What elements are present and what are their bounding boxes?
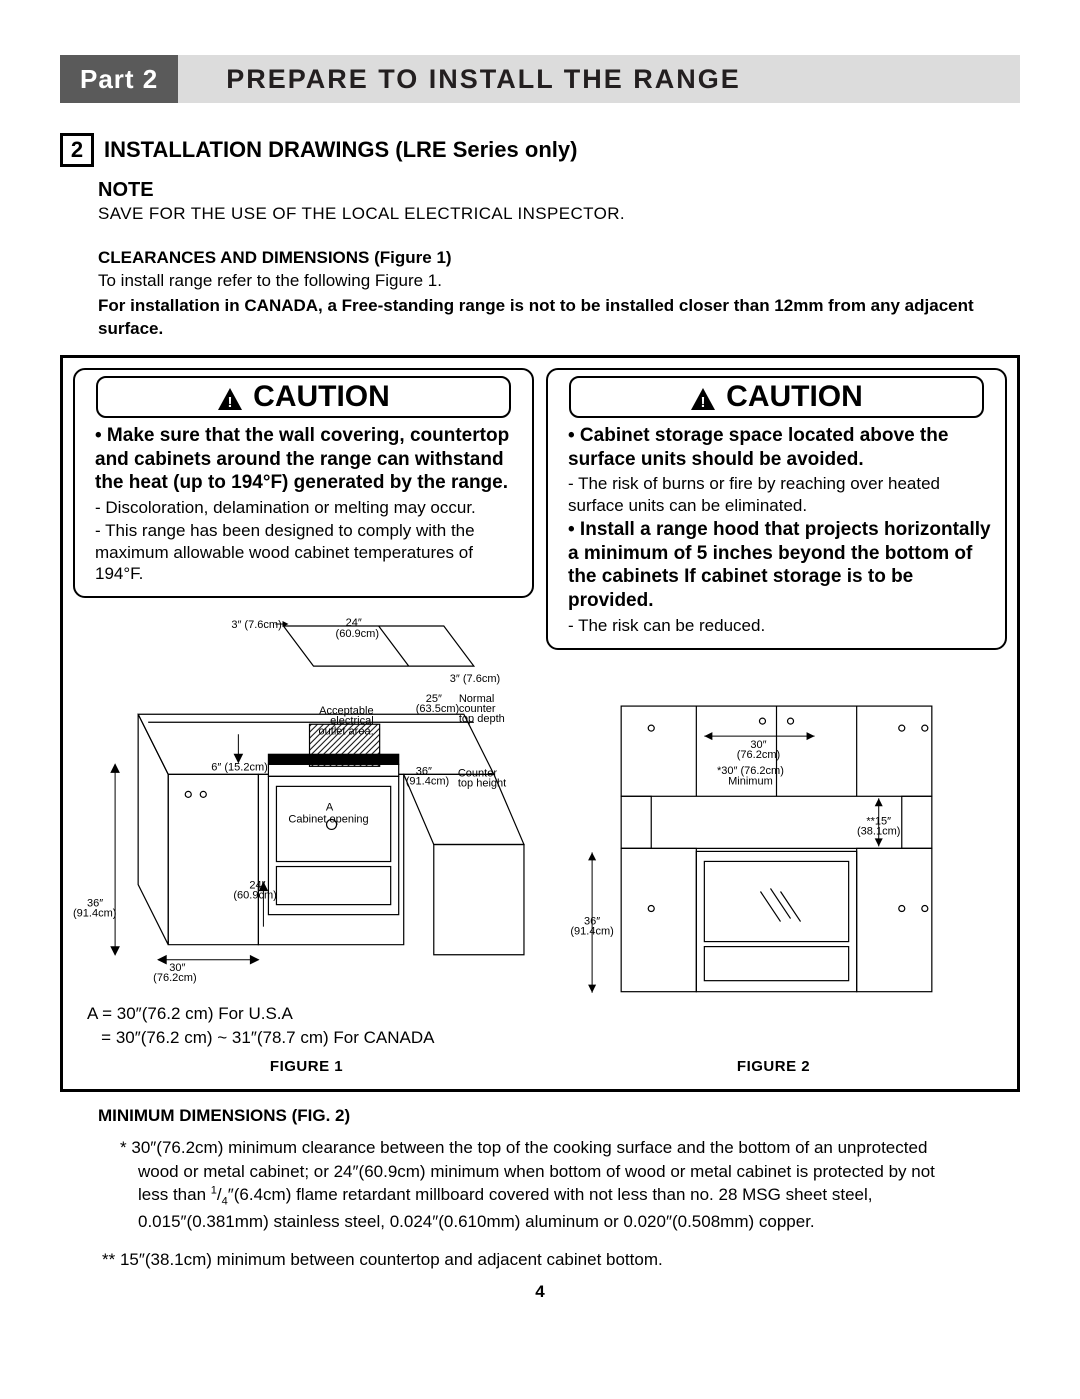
svg-text:36″(91.4cm): 36″(91.4cm) [73,898,116,920]
caution-head-text: CAUTION [253,380,390,414]
svg-text:Acceptableelectricaloutlet are: Acceptableelectricaloutlet area. [319,705,374,737]
svg-text:Countertop height: Countertop height [458,767,506,789]
note-heading: NOTE [98,179,1020,202]
fn1-text2: ″(6.4cm) flame retardant millboard cover… [138,1185,873,1231]
clearances-line2: For installation in CANADA, a Free-stand… [98,295,1020,341]
caution-bullet: • Cabinet storage space located above th… [568,424,993,472]
svg-text:30″(76.2cm): 30″(76.2cm) [153,962,196,984]
svg-text:*30″ (76.2cm)Minimum: *30″ (76.2cm)Minimum [717,765,784,787]
svg-text:36″(91.4cm): 36″(91.4cm) [406,765,449,787]
caution-bullet: • Install a range hood that projects hor… [568,518,993,613]
svg-text:Normalcountertop depth: Normalcountertop depth [459,693,505,725]
caution-box-left: ! CAUTION • Make sure that the wall cove… [73,368,534,598]
figure-labels: FIGURE 1 FIGURE 2 [73,1058,1007,1075]
svg-text:Cabinet opening: Cabinet opening [288,814,368,826]
section-header: 2 INSTALLATION DRAWINGS (LRE Series only… [60,133,1020,167]
warning-icon: ! [690,385,716,409]
clearances-heading: CLEARANCES AND DIMENSIONS (Figure 1) [98,248,1020,268]
fig1-a-note2: = 30″(76.2 cm) ~ 31″(78.7 cm) For CANADA [87,1028,534,1048]
svg-text:!: ! [701,394,706,411]
part-label: Part 2 [60,55,178,103]
fig1-a-note1: A = 30″(76.2 cm) For U.S.A [87,1004,534,1024]
figure-frame: ! CAUTION • Make sure that the wall cove… [60,355,1020,1092]
caution-bullet: • Make sure that the wall covering, coun… [95,424,520,495]
caution-sub: - This range has been designed to comply… [95,520,520,584]
footnote-1: * 30″(76.2cm) minimum clearance between … [120,1136,960,1234]
footnote-2: ** 15″(38.1cm) minimum between counterto… [102,1248,960,1272]
figure2-area: 30″(76.2cm) *30″ (76.2cm)Minimum **15″(3… [546,666,1007,1052]
svg-text:30″(76.2cm): 30″(76.2cm) [737,739,780,761]
svg-text:A: A [326,801,334,813]
page-title: PREPARE TO INSTALL THE RANGE [178,55,1020,103]
svg-text:24″(60.9cm): 24″(60.9cm) [233,880,276,902]
svg-text:6″ (15.2cm): 6″ (15.2cm) [211,761,268,773]
caution-box-right: ! CAUTION • Cabinet storage space locate… [546,368,1007,650]
min-dims-heading: MINIMUM DIMENSIONS (FIG. 2) [98,1106,1020,1126]
caution-sub: - Discoloration, delamination or melting… [95,497,520,518]
caution-head-text: CAUTION [726,380,863,414]
note-text: SAVE FOR THE USE OF THE LOCAL ELECTRICAL… [98,204,1020,224]
fn1-frac-num: 1 [211,1185,217,1197]
fn1-star: * [120,1138,127,1157]
section-title: INSTALLATION DRAWINGS (LRE Series only) [104,137,577,163]
figure1-svg: 3″ (7.6cm) 24″(60.9cm) 3″ (7.6cm) 25″(63… [73,614,534,995]
svg-text:24″(60.9cm): 24″(60.9cm) [336,617,379,640]
panel-right: ! CAUTION • Cabinet storage space locate… [546,368,1007,1052]
caution-sub: - The risk of burns or fire by reaching … [568,473,993,516]
svg-text:25″(63.5cm): 25″(63.5cm) [416,693,459,715]
dim-label: 3″ (7.6cm) [231,619,281,631]
caution-heading-right: ! CAUTION [569,376,985,418]
figure2-label: FIGURE 2 [737,1058,810,1075]
caution-sub: - The risk can be reduced. [568,615,993,636]
svg-text:3″ (7.6cm): 3″ (7.6cm) [450,673,500,685]
page: Part 2 PREPARE TO INSTALL THE RANGE 2 IN… [0,0,1080,1332]
section-number: 2 [60,133,94,167]
page-number: 4 [60,1282,1020,1302]
panel-left: ! CAUTION • Make sure that the wall cove… [73,368,534,1052]
panels-row: ! CAUTION • Make sure that the wall cove… [73,368,1007,1054]
header-bar: Part 2 PREPARE TO INSTALL THE RANGE [60,55,1020,103]
figure1-label: FIGURE 1 [270,1058,343,1075]
svg-text:!: ! [228,394,233,411]
warning-icon: ! [217,385,243,409]
figure2-svg: 30″(76.2cm) *30″ (76.2cm)Minimum **15″(3… [546,666,1007,1047]
clearances-line1: To install range refer to the following … [98,270,1020,293]
caution-heading-left: ! CAUTION [96,376,512,418]
figure1-area: 3″ (7.6cm) 24″(60.9cm) 3″ (7.6cm) 25″(63… [73,614,534,1052]
